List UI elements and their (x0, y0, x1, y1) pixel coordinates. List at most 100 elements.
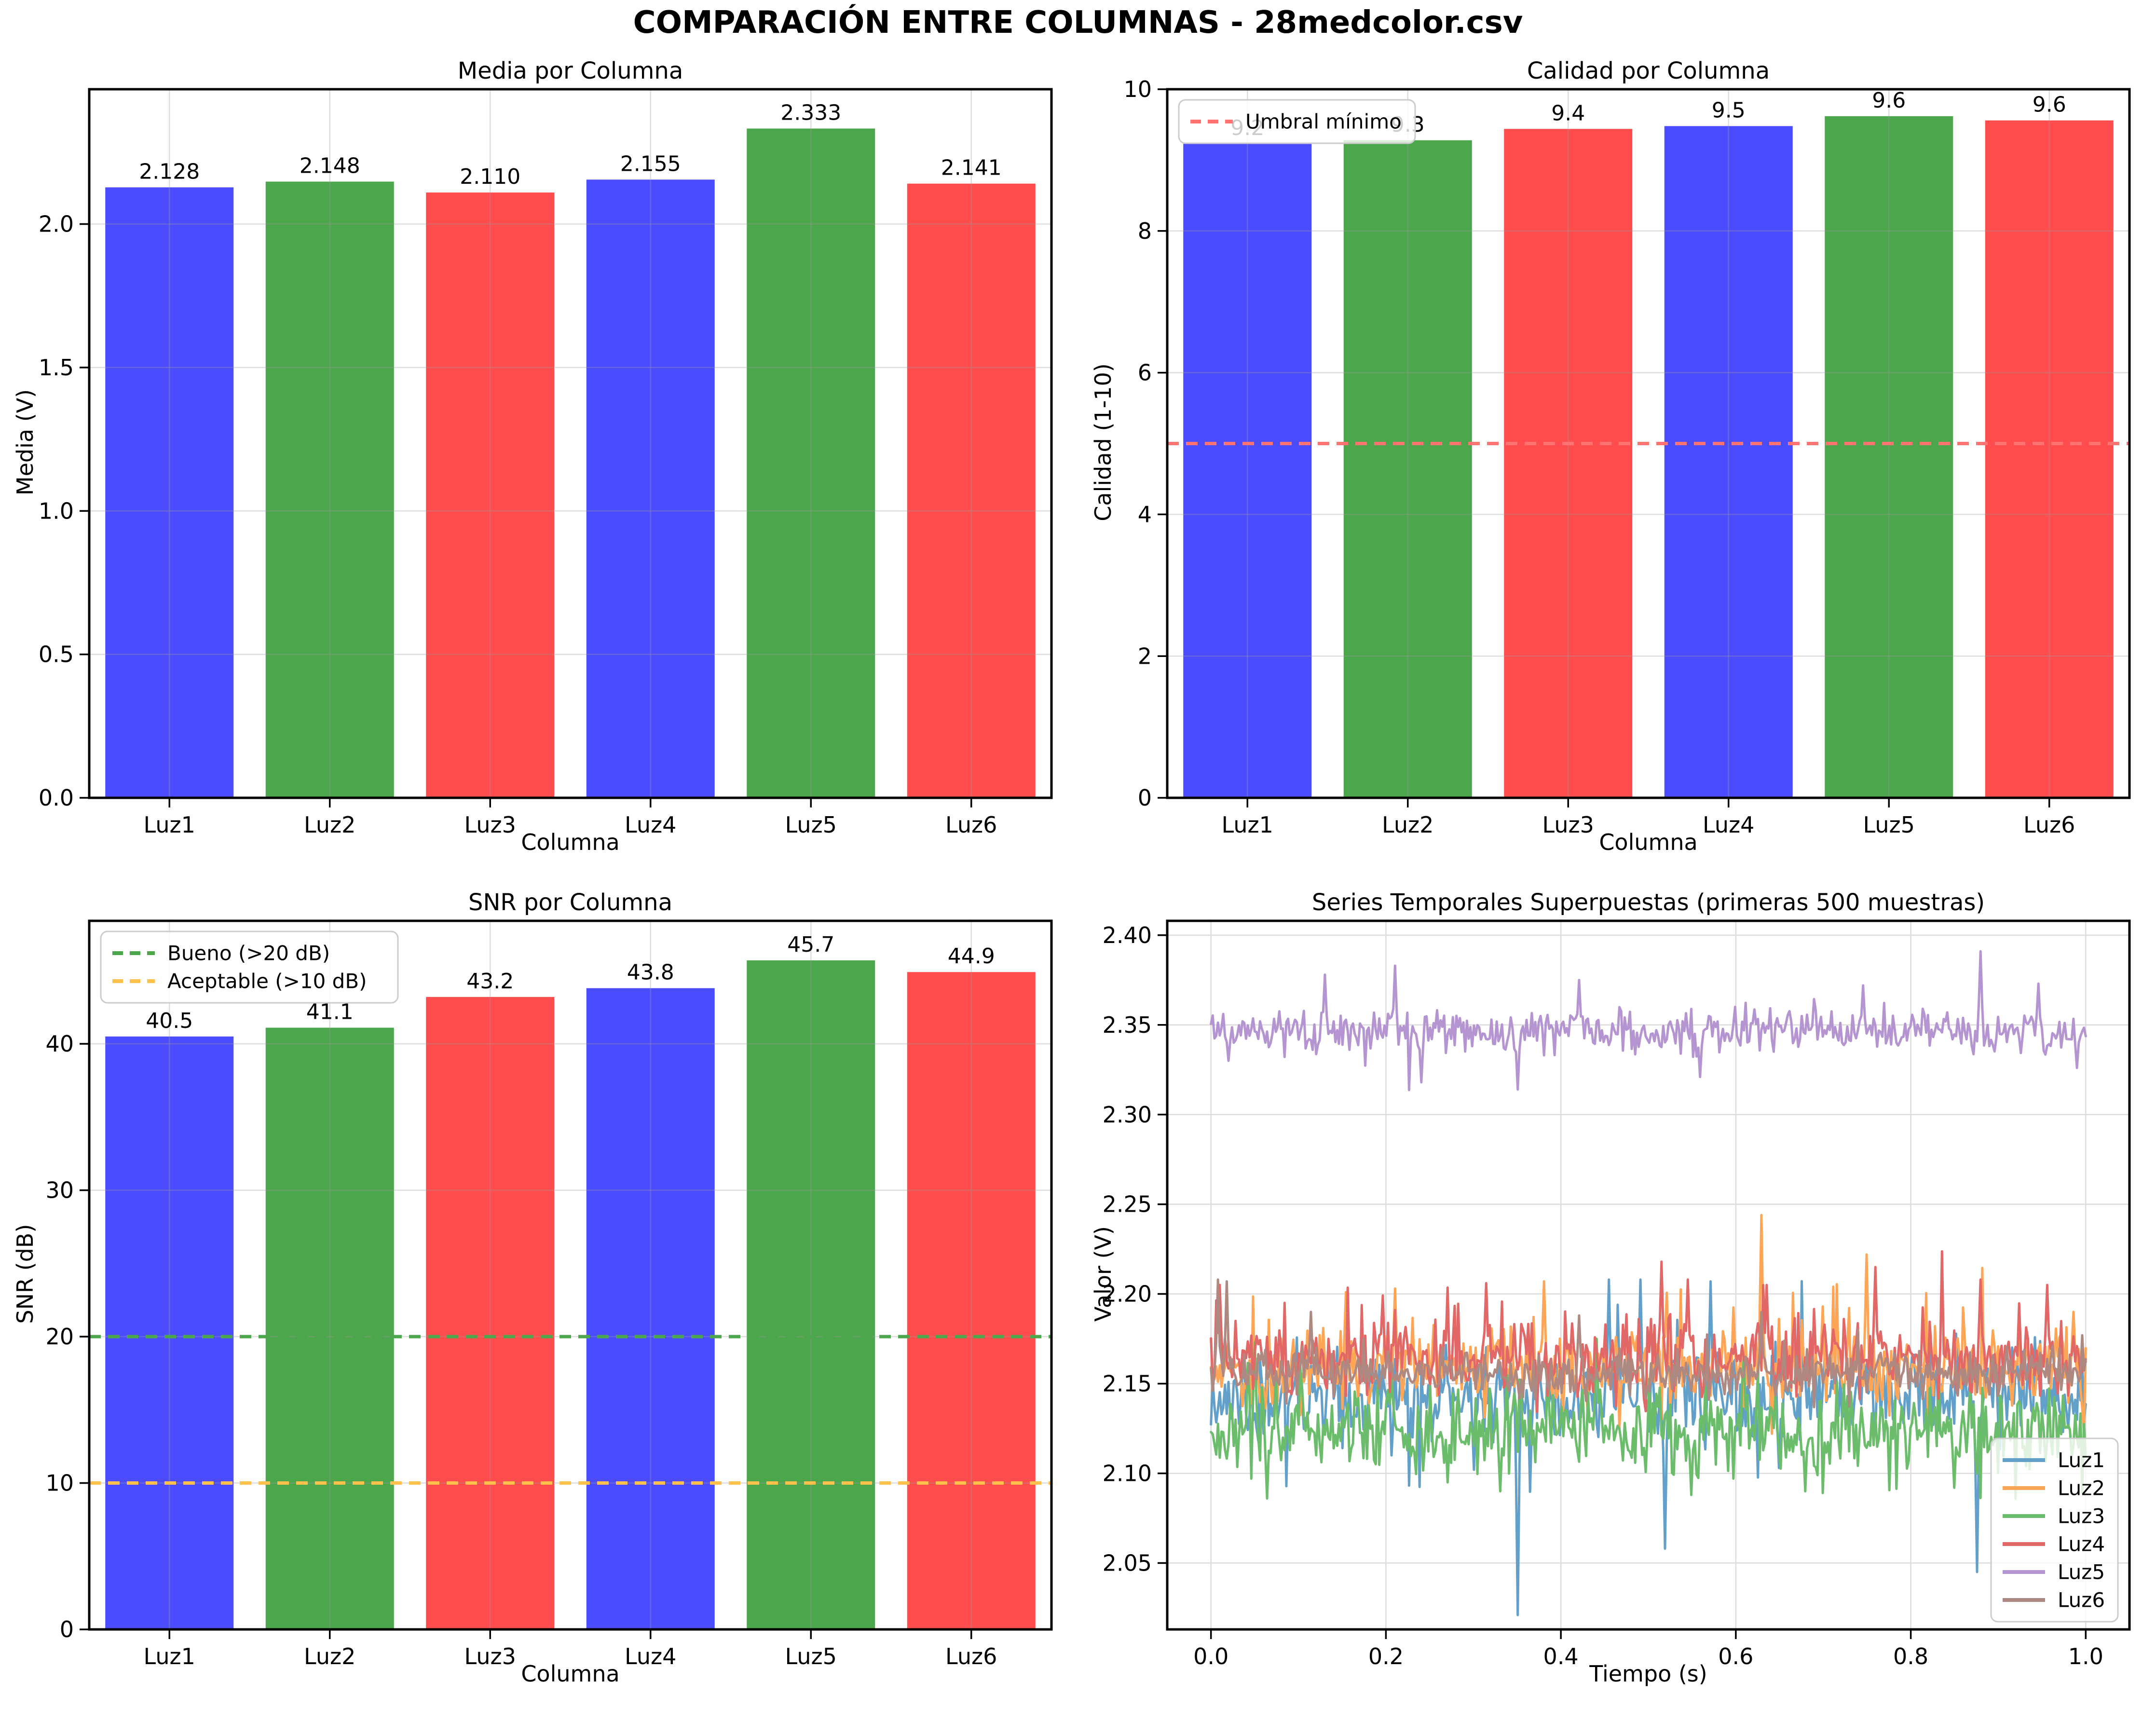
svg-text:0.6: 0.6 (1718, 1643, 1753, 1669)
media-plot-title: Media por Columna (457, 57, 683, 84)
bars (105, 960, 1036, 1629)
svg-text:Luz4: Luz4 (625, 1643, 676, 1669)
snr-plot-title: SNR por Columna (468, 889, 673, 916)
x-tick-labels: Luz1 Luz2 Luz3 Luz4 Luz5 Luz6 (144, 1643, 997, 1669)
axis-ticks (1158, 934, 2087, 1639)
svg-text:0.2: 0.2 (1368, 1643, 1404, 1669)
svg-text:0: 0 (1138, 785, 1152, 811)
svg-text:0.5: 0.5 (39, 642, 74, 668)
series-Luz6 (1210, 1278, 2087, 1408)
svg-text:0.4: 0.4 (1543, 1643, 1579, 1669)
svg-text:2.0: 2.0 (39, 211, 74, 237)
svg-text:40: 40 (45, 1031, 74, 1057)
media-bar-chart: 2.128 2.148 2.110 2.155 2.333 2.141 0.0 0.5 1.0 1… (39, 88, 1053, 838)
series-Luz4 (1210, 1250, 2087, 1413)
svg-text:2.15: 2.15 (1103, 1371, 1152, 1397)
svg-text:Umbral mínimo: Umbral mínimo (1245, 109, 1402, 133)
svg-text:Luz4: Luz4 (1703, 812, 1754, 838)
legend: Luz1 Luz2 Luz3 Luz4 Luz5 Luz6 (1990, 1437, 2119, 1623)
figure-title: COMPARACIÓN ENTRE COLUMNAS - 28medcolor.… (633, 5, 1523, 41)
svg-text:41.1: 41.1 (306, 1000, 354, 1025)
svg-text:2.333: 2.333 (780, 100, 841, 125)
axis-ticks (1158, 88, 2050, 807)
series-Luz3 (1210, 1338, 2087, 1500)
svg-text:Luz1: Luz1 (144, 1643, 195, 1669)
bar-value-labels: 40.5 41.1 43.2 43.8 45.7 44.9 (146, 932, 995, 1033)
series-line-chart: 2.052.102.152.202.252.302.352.400.0 0.2 0.… (1103, 919, 2131, 1669)
svg-text:9.6: 9.6 (2033, 93, 2066, 117)
snr-x-axis-label: Columna (521, 1661, 620, 1687)
axis-ticks (80, 223, 972, 807)
svg-text:20: 20 (45, 1324, 74, 1350)
svg-text:Luz4: Luz4 (625, 812, 676, 838)
svg-text:10: 10 (1123, 76, 1152, 102)
legend: Umbral mínimo (1178, 99, 1416, 144)
svg-text:Aceptable (>10 dB): Aceptable (>10 dB) (167, 969, 367, 993)
svg-text:2.20: 2.20 (1103, 1281, 1152, 1307)
y-tick-labels: 0 10 20 30 40 (45, 1031, 74, 1642)
grid-lines (1167, 921, 2129, 1629)
svg-text:Luz3: Luz3 (464, 812, 516, 838)
series-plot-title: Series Temporales Superpuestas (primeras… (1311, 889, 1985, 916)
svg-text:2.30: 2.30 (1103, 1102, 1152, 1128)
svg-text:2.25: 2.25 (1103, 1191, 1152, 1217)
svg-text:Luz5: Luz5 (785, 812, 837, 838)
series-Luz5 (1210, 950, 2087, 1092)
bar-value-labels: 2.128 2.148 2.110 2.155 2.333 2.141 (139, 100, 1001, 189)
svg-text:Luz5: Luz5 (1863, 812, 1915, 838)
svg-text:1.5: 1.5 (39, 355, 74, 381)
svg-text:2.05: 2.05 (1103, 1550, 1152, 1576)
svg-text:9.5: 9.5 (1712, 98, 1746, 123)
svg-text:4: 4 (1138, 502, 1152, 528)
axes-spines (1166, 919, 2131, 1631)
svg-text:Luz2: Luz2 (304, 1643, 355, 1669)
subplot-calidad: 9.29.39.49.59.69.60246810Luz1Luz2Luz3Luz… (1078, 46, 2156, 877)
svg-text:2.148: 2.148 (300, 154, 360, 178)
axes-spines (1166, 88, 2131, 799)
media-y-axis-label: Media (V) (12, 389, 38, 496)
svg-text:40.5: 40.5 (146, 1009, 193, 1033)
svg-text:6: 6 (1138, 360, 1152, 386)
y-tick-labels: 0.0 0.5 1.0 1.5 2.0 (39, 211, 74, 811)
svg-text:Luz3: Luz3 (464, 1643, 516, 1669)
x-tick-labels: 0.0 0.2 0.4 0.6 0.8 1.0 (1193, 1643, 2103, 1669)
calidad-x-axis-label: Columna (1599, 829, 1698, 855)
subplot-media: 2.128 2.148 2.110 2.155 2.333 2.141 0.0 0.5 1.0 1… (0, 46, 1078, 877)
svg-text:Luz3: Luz3 (2058, 1504, 2105, 1528)
svg-text:Luz1: Luz1 (2058, 1448, 2105, 1472)
svg-text:Luz6: Luz6 (2023, 812, 2075, 838)
series-y-axis-label: Valor (V) (1090, 1226, 1116, 1322)
svg-text:2.10: 2.10 (1103, 1461, 1152, 1487)
bars (1183, 116, 2114, 798)
svg-text:44.9: 44.9 (948, 944, 995, 969)
media-x-axis-label: Columna (521, 829, 620, 855)
svg-text:Luz3: Luz3 (1542, 812, 1594, 838)
svg-text:Luz6: Luz6 (2058, 1588, 2105, 1612)
axes-spines (88, 919, 1053, 1631)
svg-text:43.2: 43.2 (466, 969, 514, 994)
series-lines (1210, 950, 2087, 1616)
subplot-snr: 40.5 41.1 43.2 43.8 45.7 44.9 0 10 20 30 40 Luz1 Luz… (0, 877, 1078, 1709)
svg-text:Luz6: Luz6 (945, 812, 997, 838)
y-tick-labels: 0 2 4 6 8 10 (1123, 76, 1152, 811)
svg-text:Luz4: Luz4 (2058, 1532, 2105, 1556)
svg-text:8: 8 (1138, 218, 1152, 244)
svg-text:9.6: 9.6 (1872, 88, 1906, 113)
svg-text:2.155: 2.155 (620, 151, 681, 176)
axis-ticks (80, 1043, 972, 1639)
svg-text:9.4: 9.4 (1551, 101, 1585, 125)
svg-text:1.0: 1.0 (39, 498, 74, 524)
legend: Bueno (>20 dB) Aceptable (>10 dB) (100, 930, 399, 1004)
svg-text:Luz1: Luz1 (144, 812, 195, 838)
svg-text:0.8: 0.8 (1893, 1643, 1928, 1669)
calidad-bar-chart: 9.29.39.49.59.69.60246810Luz1Luz2Luz3Luz… (1123, 76, 2131, 838)
svg-text:30: 30 (45, 1177, 74, 1203)
series-x-axis-label: Tiempo (s) (1589, 1661, 1707, 1687)
calidad-y-axis-label: Calidad (1-10) (1090, 363, 1116, 521)
svg-text:Luz6: Luz6 (945, 1643, 997, 1669)
svg-text:Luz2: Luz2 (2058, 1476, 2105, 1500)
svg-text:2.128: 2.128 (139, 159, 200, 184)
svg-text:0.0: 0.0 (1193, 1643, 1228, 1669)
